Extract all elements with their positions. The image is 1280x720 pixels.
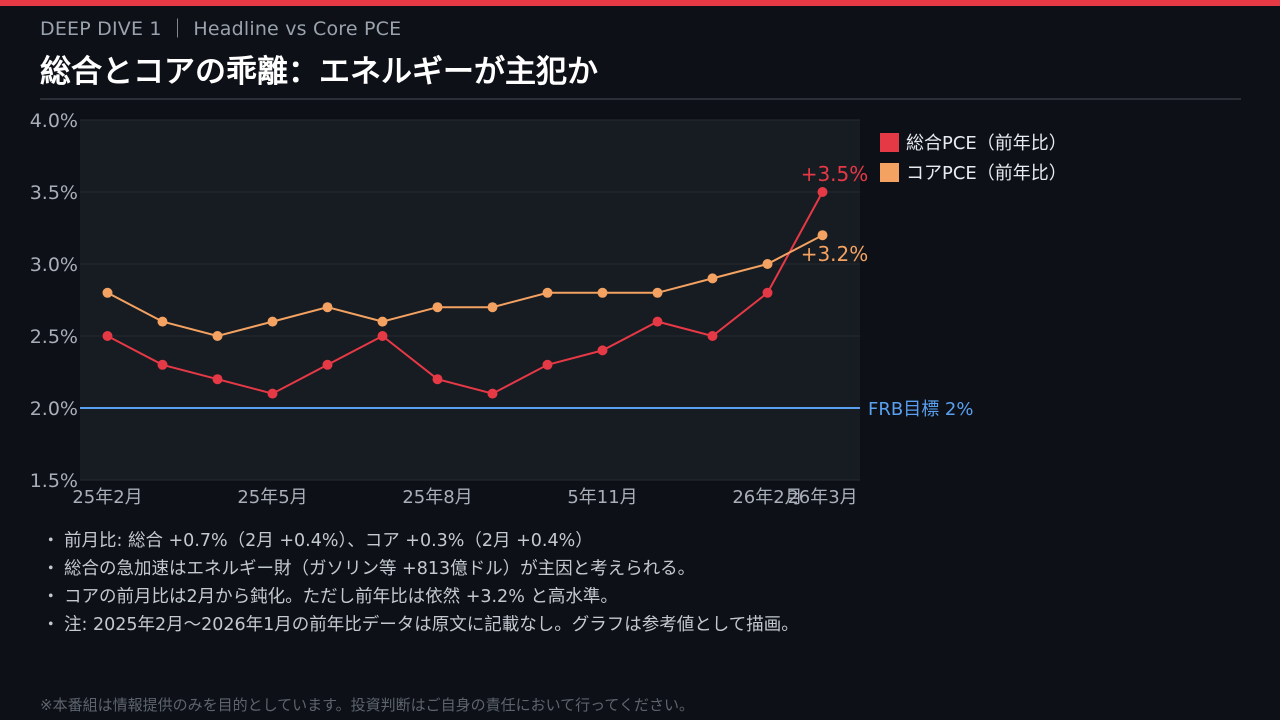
- data-point-headline: [762, 287, 773, 298]
- target-reference-label: FRB目標 2%: [868, 399, 974, 420]
- legend-label-headline: 総合PCE（前年比）: [906, 133, 1067, 154]
- bullet-mark: ・: [42, 587, 60, 607]
- series-line-core: [107, 234, 823, 338]
- data-point-core: [377, 316, 388, 327]
- bullet-mark: ・: [42, 559, 60, 579]
- x-tick-label: 5年11月: [567, 487, 637, 508]
- y-tick-label: 3.0%: [30, 254, 78, 276]
- y-tick-label: 2.5%: [30, 326, 78, 348]
- page-title: 総合とコアの乖離：エネルギーが主犯か: [40, 54, 598, 90]
- data-point-core: [432, 302, 443, 313]
- legend-item-core: コアPCE（前年比）: [880, 157, 1067, 187]
- data-point-headline: [542, 359, 553, 370]
- data-point-headline: [267, 388, 278, 399]
- y-tick-label: 1.5%: [30, 470, 78, 492]
- bullet-mark: ・: [42, 531, 60, 551]
- x-tick-label: 25年2月: [72, 487, 142, 508]
- data-point-core: [322, 302, 333, 313]
- data-point-headline: [212, 374, 223, 385]
- note-item: ・コアの前月比は2月から鈍化。ただし前年比は依然 +3.2% と高水準。: [42, 583, 799, 611]
- x-tick-label: 26年3月: [787, 487, 857, 508]
- disclaimer-footer: ※本番組は情報提供のみを目的としています。投資判断はご自身の責任において行ってく…: [40, 696, 694, 714]
- legend-label-core: コアPCE（前年比）: [906, 163, 1067, 184]
- x-tick-label: 26年2月: [732, 487, 802, 508]
- y-tick-label: 2.0%: [30, 398, 78, 420]
- end-label-core: +3.2%: [801, 242, 869, 266]
- note-text: コアの前月比は2月から鈍化。ただし前年比は依然 +3.2% と高水準。: [64, 587, 618, 607]
- x-tick-label: 25年8月: [402, 487, 472, 508]
- data-point-core: [817, 230, 828, 241]
- data-point-core: [212, 331, 223, 341]
- section-kicker: DEEP DIVE 1 ｜ Headline vs Core PCE: [40, 18, 402, 40]
- data-point-core: [102, 287, 113, 298]
- data-point-headline: [432, 374, 443, 385]
- legend-swatch-core: [880, 162, 899, 182]
- data-point-headline: [102, 331, 113, 341]
- chart-legend: 総合PCE（前年比） コアPCE（前年比）: [880, 127, 1067, 187]
- data-point-headline: [157, 359, 168, 370]
- x-tick-label: 25年5月: [237, 487, 307, 508]
- data-point-core: [542, 287, 553, 298]
- data-point-core: [597, 287, 608, 298]
- data-point-headline: [487, 388, 498, 399]
- data-point-headline: [377, 331, 388, 341]
- data-point-core: [157, 316, 168, 327]
- note-item: ・注: 2025年2月〜2026年1月の前年比データは原文に記載なし。グラフは参…: [42, 611, 799, 639]
- legend-swatch-headline: [880, 132, 899, 152]
- data-point-core: [487, 302, 498, 313]
- end-label-headline: +3.5%: [801, 162, 869, 186]
- top-accent-bar: [0, 0, 1280, 6]
- data-point-headline: [652, 316, 663, 327]
- title-divider: [40, 98, 1241, 100]
- note-text: 前月比: 総合 +0.7%（2月 +0.4%）、コア +0.3%（2月 +0.4…: [64, 531, 593, 551]
- y-tick-label: 3.5%: [30, 182, 78, 204]
- data-point-core: [762, 259, 773, 269]
- series-line-headline: [107, 191, 824, 395]
- note-text: 総合の急加速はエネルギー財（ガソリン等 +813億ドル）が主因と考えられる。: [64, 559, 696, 579]
- data-point-headline: [707, 331, 718, 341]
- data-point-core: [652, 287, 663, 298]
- note-text: 注: 2025年2月〜2026年1月の前年比データは原文に記載なし。グラフは参考…: [64, 615, 799, 635]
- legend-item-headline: 総合PCE（前年比）: [880, 127, 1067, 157]
- note-item: ・総合の急加速はエネルギー財（ガソリン等 +813億ドル）が主因と考えられる。: [42, 555, 799, 583]
- plot-area: [80, 120, 860, 480]
- data-point-headline: [817, 187, 828, 197]
- data-point-headline: [322, 359, 333, 370]
- bullet-mark: ・: [42, 615, 60, 635]
- note-item: ・前月比: 総合 +0.7%（2月 +0.4%）、コア +0.3%（2月 +0.…: [42, 527, 799, 555]
- notes-list: ・前月比: 総合 +0.7%（2月 +0.4%）、コア +0.3%（2月 +0.…: [42, 527, 799, 639]
- data-point-core: [707, 273, 718, 284]
- y-tick-label: 4.0%: [30, 110, 78, 132]
- data-point-core: [267, 316, 278, 327]
- data-point-headline: [597, 345, 608, 356]
